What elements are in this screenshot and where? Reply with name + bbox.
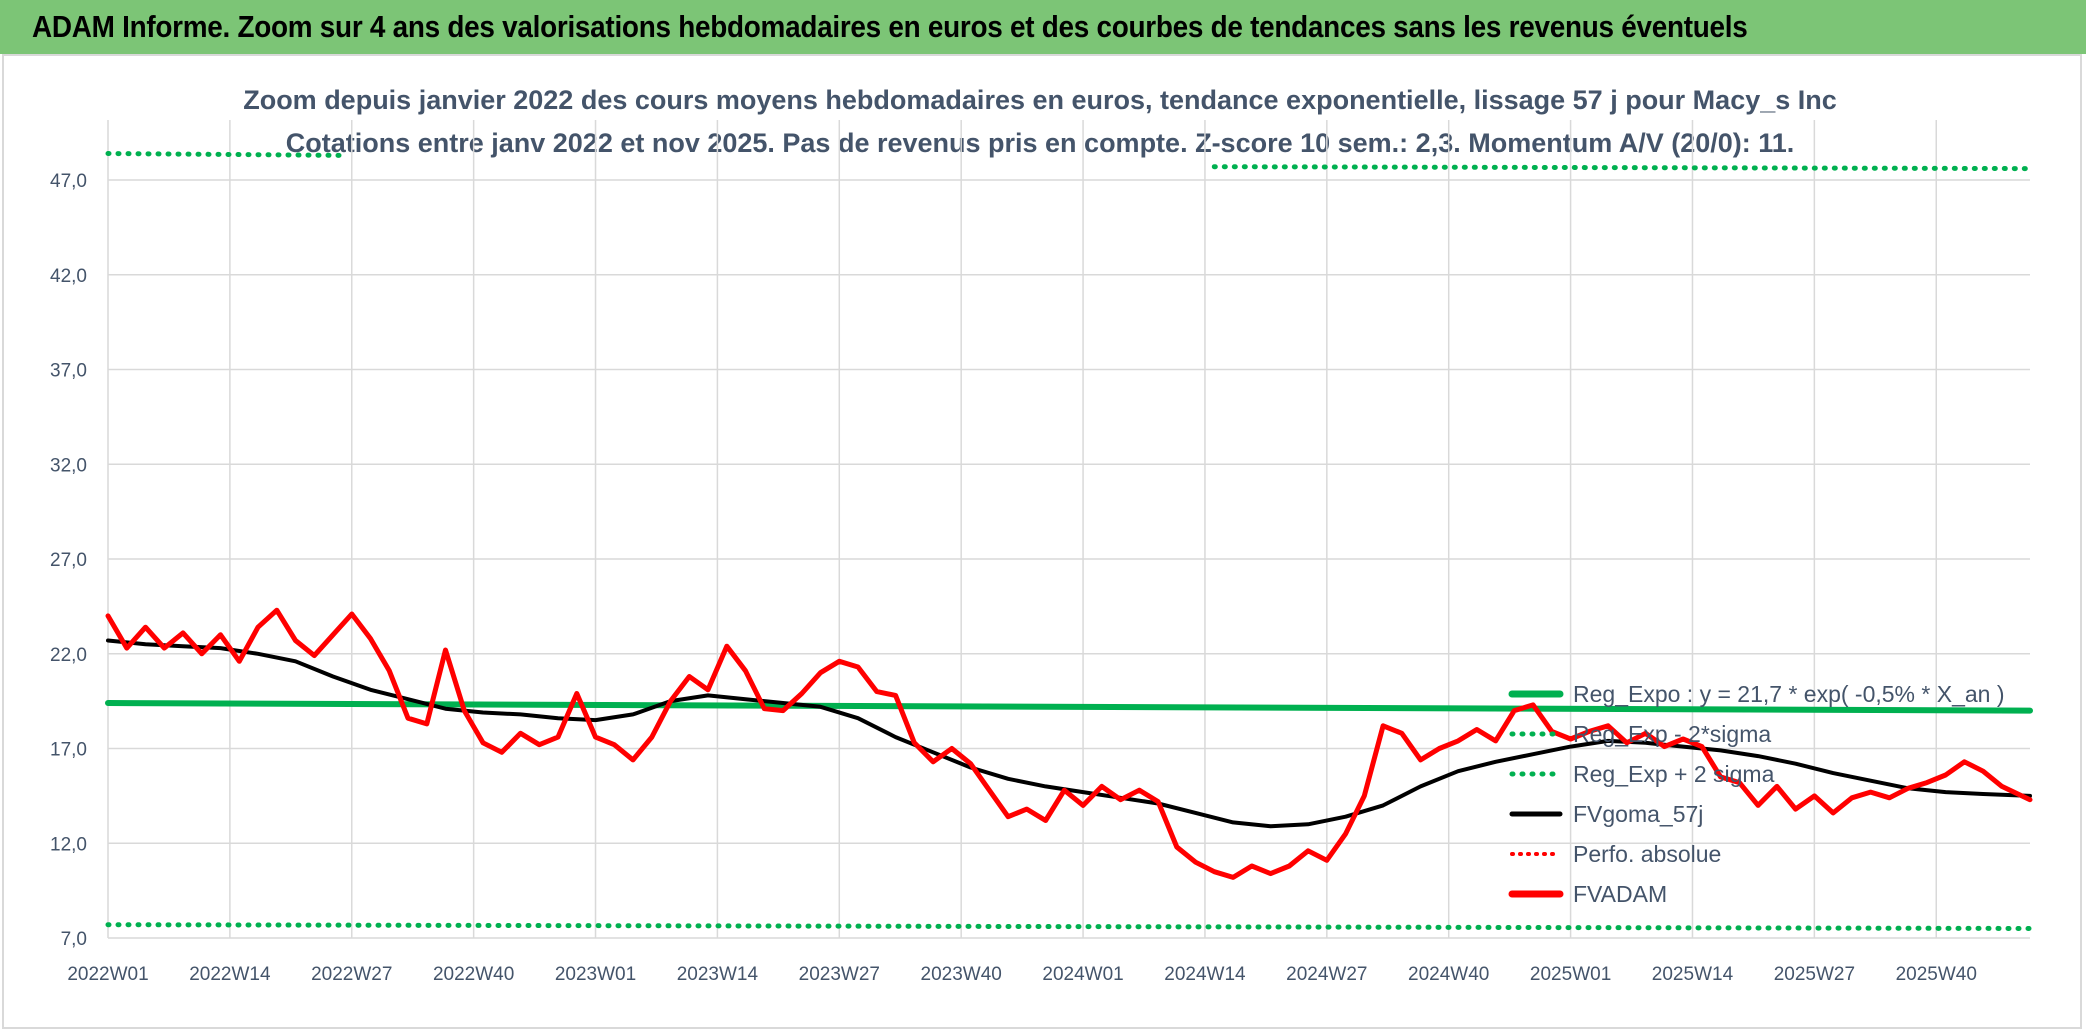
x-tick-label: 2022W27 — [311, 964, 392, 985]
x-tick-label: 2022W01 — [67, 964, 148, 985]
y-axis-ticks: 47,0 42,0 37,0 32,0 27,0 22,0 17,0 12,0 7,0 — [50, 171, 87, 950]
x-tick-label: 2025W40 — [1896, 964, 1977, 985]
y-tick-label: 37,0 — [50, 361, 87, 382]
series-lines — [105, 151, 2033, 931]
x-tick-label: 2023W27 — [799, 964, 880, 985]
x-tick-label: 2025W27 — [1774, 964, 1855, 985]
x-tick-label: 2022W14 — [189, 964, 271, 985]
fvadam-line — [105, 607, 2033, 880]
chart-frame — [2, 54, 2082, 1029]
x-axis-ticks: 2022W01 2022W14 2022W27 2022W40 2023W01 2023W… — [67, 964, 1977, 985]
chart-subtitle: Cotations entre janv 2022 et nov 2025. P… — [286, 128, 1795, 158]
y-tick-label: 42,0 — [50, 266, 87, 287]
y-tick-label: 27,0 — [50, 550, 87, 571]
x-tick-label: 2024W01 — [1042, 964, 1123, 985]
legend-label: Reg_Exp + 2 sigma — [1573, 761, 1775, 787]
legend-label: Reg_Expo : y = 21,7 * exp( -0,5% * X_an … — [1573, 681, 2005, 707]
report-banner: ADAM Informe. Zoom sur 4 ans des valoris… — [0, 0, 2086, 54]
reg-minus-2sigma-line — [105, 922, 2033, 931]
x-tick-label: 2024W27 — [1286, 964, 1367, 985]
x-tick-label: 2025W01 — [1530, 964, 1611, 985]
x-tick-label: 2024W14 — [1164, 964, 1246, 985]
x-tick-label: 2023W01 — [555, 964, 636, 985]
y-tick-label: 7,0 — [61, 929, 87, 950]
legend-label: FVADAM — [1573, 881, 1667, 907]
chart-title: Zoom depuis janvier 2022 des cours moyen… — [243, 85, 1837, 115]
y-tick-label: 32,0 — [50, 455, 87, 476]
legend-label: Perfo. absolue — [1573, 841, 1721, 867]
y-tick-label: 22,0 — [50, 645, 87, 666]
y-tick-label: 12,0 — [50, 834, 87, 855]
x-tick-label: 2025W14 — [1652, 964, 1734, 985]
x-tick-label: 2024W40 — [1408, 964, 1489, 985]
reg-plus-2sigma-line — [1211, 164, 2033, 172]
report-title: ADAM Informe. Zoom sur 4 ans des valoris… — [32, 9, 1748, 44]
reg-plus-2sigma-line — [105, 151, 345, 158]
x-tick-label: 2023W40 — [921, 964, 1002, 985]
x-tick-label: 2022W40 — [433, 964, 514, 985]
x-tick-label: 2023W14 — [677, 964, 759, 985]
legend-label: Reg_Exp - 2*sigma — [1573, 721, 1771, 747]
chart-legend: Reg_Expo : y = 21,7 * exp( -0,5% * X_an … — [1508, 681, 2005, 907]
gridlines — [107, 120, 2030, 939]
y-tick-label: 17,0 — [50, 740, 87, 761]
legend-label: FVgoma_57j — [1573, 801, 1703, 827]
y-tick-label: 47,0 — [50, 171, 87, 192]
